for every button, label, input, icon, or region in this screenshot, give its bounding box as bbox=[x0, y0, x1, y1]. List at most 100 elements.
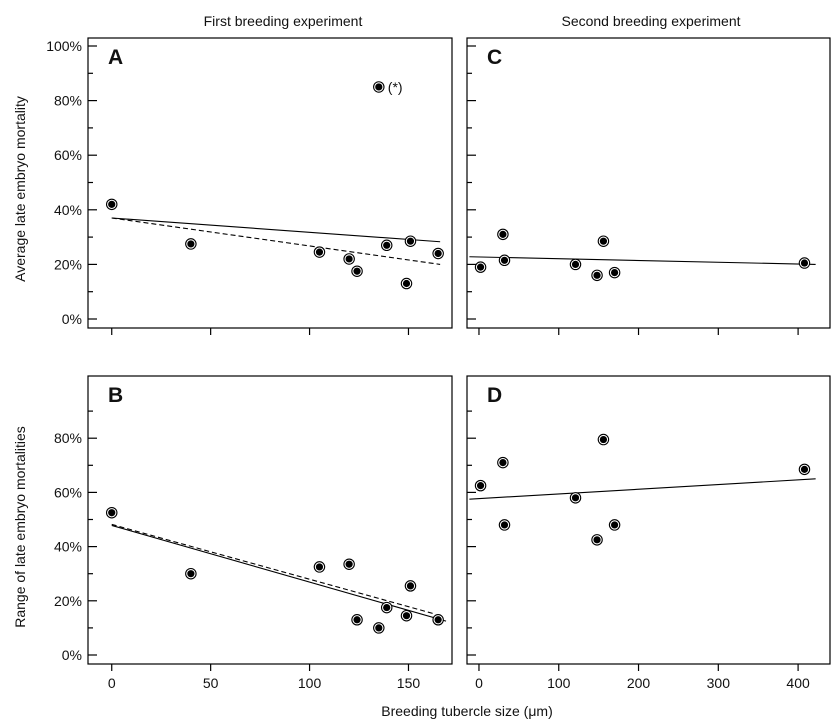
x-axis-title: Breeding tubercle size (μm) bbox=[381, 703, 552, 719]
data-point-dot bbox=[402, 279, 411, 288]
data-point-dot bbox=[315, 248, 324, 256]
panel-b-x-tick-label: 50 bbox=[203, 675, 219, 691]
panel-d-x-tick-label: 400 bbox=[786, 675, 810, 691]
panel-a-y-tick-label: 20% bbox=[54, 256, 82, 272]
panel-a-y-tick-label: 40% bbox=[54, 202, 82, 218]
panel-d-data-point bbox=[798, 463, 811, 476]
panel-d-data-point bbox=[597, 433, 610, 446]
panel-b-y-tick-label: 80% bbox=[54, 430, 82, 446]
panel-d-frame bbox=[466, 375, 831, 665]
panel-b-y-tick-label: 20% bbox=[54, 593, 82, 609]
data-point-dot bbox=[499, 230, 507, 238]
panel-c-data-point bbox=[798, 257, 811, 269]
data-point-dot bbox=[476, 263, 485, 271]
panel-d-x-tick-label: 100 bbox=[547, 675, 571, 691]
panel-d-data-point bbox=[497, 456, 509, 469]
data-point-dot bbox=[571, 494, 580, 502]
data-point-dot bbox=[499, 458, 507, 467]
panel-b-data-point bbox=[105, 506, 118, 519]
panel-d-x-tick-label: 200 bbox=[627, 675, 651, 691]
panel-b-x-tick-label: 150 bbox=[397, 675, 421, 691]
data-point-dot bbox=[353, 616, 361, 624]
data-point-dot bbox=[571, 260, 580, 268]
data-point-dot bbox=[353, 267, 361, 275]
panel-d-label: D bbox=[487, 384, 502, 407]
y-axis-title-bottom: Range of late embryo mortalities bbox=[12, 426, 28, 628]
panel-a-data-point bbox=[185, 238, 197, 250]
data-point-dot bbox=[800, 259, 809, 267]
data-point-dot bbox=[406, 582, 415, 590]
panel-b-data-point bbox=[432, 614, 444, 626]
panel-b-data-point bbox=[400, 609, 413, 622]
panel-a-y-tick-label: 100% bbox=[46, 38, 82, 54]
panel-d-data-point bbox=[591, 534, 603, 546]
panel-a-y-tick-label: 60% bbox=[54, 147, 82, 163]
panel-b-data-point bbox=[351, 614, 363, 626]
panel-d-x-tick-label: 300 bbox=[707, 675, 731, 691]
data-point-dot bbox=[345, 255, 353, 263]
panel-b-data-point bbox=[373, 622, 385, 634]
panel-b-fit-line-dashed bbox=[111, 523, 435, 615]
data-point-dot bbox=[187, 240, 195, 248]
panel-b-y-tick-label: 40% bbox=[54, 539, 82, 555]
panel-c-data-point bbox=[591, 269, 603, 282]
panel-a-data-point bbox=[404, 235, 417, 247]
panel-c-frame bbox=[466, 37, 831, 329]
panel-a-outlier-annotation: (*) bbox=[388, 79, 403, 95]
y-axis-title-top: Average late embryo mortality bbox=[12, 96, 28, 282]
panel-b-data-point bbox=[380, 601, 393, 614]
data-point-dot bbox=[610, 521, 619, 529]
panel-c-data-point bbox=[569, 258, 582, 271]
data-point-dot bbox=[402, 612, 411, 620]
data-point-dot bbox=[800, 465, 809, 473]
panel-a-data-point bbox=[351, 265, 363, 277]
panel-d-data-point bbox=[608, 519, 621, 531]
panel-d-data-point bbox=[569, 492, 582, 504]
panel-c-data-point bbox=[497, 228, 509, 241]
column-title-first: First breeding experiment bbox=[204, 13, 363, 29]
data-point-dot bbox=[383, 603, 391, 612]
data-point-dot bbox=[406, 237, 415, 245]
panel-d-fit-line-solid bbox=[469, 478, 816, 500]
panels: A 0% 20% 40% 60% 80% 100% (*) B 0% 20% 40% 60% 80% 0 50… bbox=[46, 37, 831, 691]
data-point-dot bbox=[383, 241, 391, 249]
panel-a-data-point bbox=[400, 277, 413, 290]
panel-c-data-point bbox=[474, 261, 487, 273]
panel-b-x-tick-label: 0 bbox=[108, 675, 116, 691]
panel-b-data-point bbox=[343, 558, 355, 570]
panel-d-data-point bbox=[498, 519, 511, 531]
panel-a-label: A bbox=[108, 46, 123, 69]
panel-b-fit-line-solid bbox=[111, 524, 447, 622]
data-point-dot bbox=[434, 616, 442, 624]
panel-a-data-point bbox=[313, 246, 326, 258]
data-point-dot bbox=[375, 83, 383, 91]
panel-b: B 0% 20% 40% 60% 80% 0 50 100 150 bbox=[54, 375, 453, 691]
panel-b-x-tick-label: 100 bbox=[298, 675, 322, 691]
panel-d-data-point bbox=[474, 479, 487, 492]
panel-b-data-point bbox=[185, 567, 197, 580]
data-point-dot bbox=[599, 435, 608, 444]
panel-b-data-point bbox=[313, 561, 326, 573]
panel-b-y-tick-label: 0% bbox=[62, 647, 82, 663]
panel-a: A 0% 20% 40% 60% 80% 100% (*) bbox=[46, 37, 453, 335]
panel-d-x-tick-label: 0 bbox=[475, 675, 483, 691]
panel-c: C bbox=[466, 37, 831, 335]
panel-a-data-point bbox=[343, 253, 355, 265]
panel-a-data-point bbox=[380, 239, 393, 252]
panel-a-fit-line-solid bbox=[111, 217, 441, 243]
data-point-dot bbox=[375, 624, 383, 632]
data-point-dot bbox=[108, 200, 116, 208]
data-point-dot bbox=[500, 521, 509, 529]
data-point-dot bbox=[500, 256, 509, 264]
panel-b-label: B bbox=[108, 384, 123, 407]
data-point-dot bbox=[593, 536, 601, 544]
panel-d: D 0 100 200 300 400 bbox=[466, 375, 831, 691]
data-point-dot bbox=[187, 570, 195, 578]
data-point-dot bbox=[593, 271, 601, 279]
panel-c-data-point bbox=[597, 235, 610, 247]
panel-a-data-point bbox=[105, 198, 118, 211]
panel-a-y-tick-label: 0% bbox=[62, 311, 82, 327]
panel-b-y-tick-label: 60% bbox=[54, 484, 82, 500]
data-point-dot bbox=[599, 237, 608, 245]
